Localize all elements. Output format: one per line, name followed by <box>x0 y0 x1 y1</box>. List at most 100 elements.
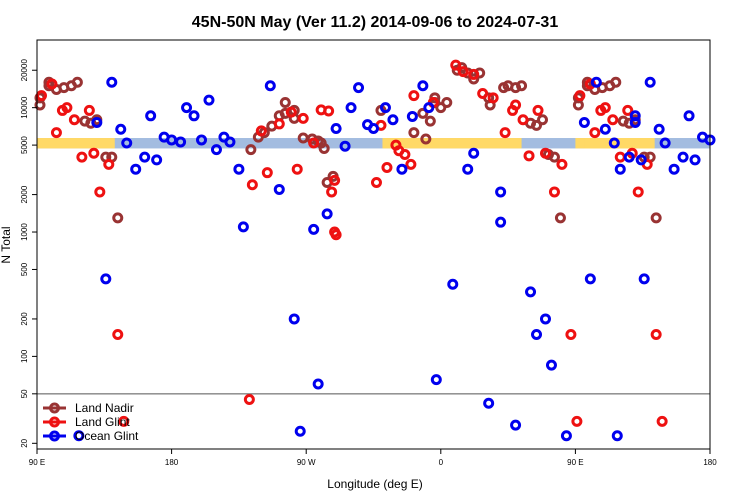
land-nadir-point <box>245 144 257 156</box>
y-tick-label: 200 <box>20 312 29 326</box>
y-tick-label: 20 <box>20 438 29 447</box>
ocean-glint-point <box>264 80 276 92</box>
ocean-glint-point <box>510 419 522 431</box>
land-nadir-point <box>516 80 528 92</box>
land-nadir-point <box>318 142 330 154</box>
y-tick-label: 100 <box>20 349 29 363</box>
y-axis: 20 50 100 200 500 1000 2000 5000 10000 20000 <box>20 59 37 448</box>
ocean-glint-point <box>430 374 442 386</box>
ocean-glint-point <box>139 151 151 163</box>
ocean-glint-point <box>653 123 665 135</box>
ocean-glint-point <box>224 136 236 148</box>
ocean-glint-point <box>330 122 342 134</box>
legend-label-ocean-glint: Ocean Glint <box>75 429 139 443</box>
ocean-glint-point <box>683 110 695 122</box>
land-glint-point <box>103 158 115 170</box>
land-nadir-point <box>610 76 622 88</box>
x-tick-label: 90 E <box>567 458 583 467</box>
land-glint-point <box>517 114 529 126</box>
land-glint-point <box>68 114 80 126</box>
land-glint-point <box>323 105 335 117</box>
ocean-glint-point <box>396 163 408 175</box>
ocean-glint-point <box>379 102 391 114</box>
ocean-glint-point <box>345 102 357 114</box>
y-tick-label: 5000 <box>20 136 29 154</box>
ocean-glint-point <box>181 102 193 114</box>
land-nadir-point <box>417 107 429 119</box>
land-glint-point <box>532 104 544 116</box>
land-glint-point <box>370 177 382 189</box>
land-nadir-point <box>474 67 486 79</box>
ocean-glint-point <box>638 273 650 285</box>
land-glint-point <box>261 167 273 179</box>
ocean-glint-point <box>590 76 602 88</box>
land-nadir-point <box>650 212 662 224</box>
land-nadir-point <box>536 114 548 126</box>
ocean-glint-point <box>273 183 285 195</box>
ocean-glint-point <box>462 163 474 175</box>
land-glint-point <box>468 68 480 80</box>
land-glint-point <box>255 125 267 137</box>
y-axis-label: N Total <box>0 226 13 263</box>
ocean-glint-point <box>584 273 596 285</box>
ocean-glint-point <box>623 151 635 163</box>
land-glint-point <box>273 118 285 130</box>
x-tick-label: 0 <box>439 458 444 467</box>
land-nadir-point <box>112 212 124 224</box>
land-glint-point <box>308 137 320 149</box>
land-glint-point <box>399 149 411 161</box>
y-tick-label: 50 <box>20 389 29 398</box>
land-glint-point <box>539 147 551 159</box>
land-glint-point <box>450 59 462 71</box>
land-glint-point <box>297 112 309 124</box>
land-glint-point <box>457 66 469 78</box>
ocean-glint-point <box>196 134 208 146</box>
ocean-glint-point <box>560 430 572 442</box>
ocean-glint-point <box>495 216 507 228</box>
land-glint-point <box>408 90 420 102</box>
land-glint-point <box>632 186 644 198</box>
land-glint-point <box>599 102 611 114</box>
land-glint-point <box>405 158 417 170</box>
land-glint-point <box>76 151 88 163</box>
land-glint-point <box>607 114 619 126</box>
ocean-glint-point <box>611 430 623 442</box>
ocean-glint-point <box>644 76 656 88</box>
land-nadir-point <box>279 97 291 109</box>
land-glint-point <box>88 147 100 159</box>
ocean-glint-point <box>629 110 641 122</box>
land-glint-point <box>50 127 62 139</box>
ocean-glint-point <box>312 378 324 390</box>
land-glint-point <box>94 186 106 198</box>
x-axis-label: Longitude (deg E) <box>327 477 422 491</box>
land-glint-point <box>589 127 601 139</box>
land-nadir-point <box>279 107 291 119</box>
legend-marker-land-glint <box>49 416 60 428</box>
ocean-glint-point <box>539 313 551 325</box>
band-land <box>37 138 115 149</box>
land-glint-point <box>381 162 393 174</box>
land-glint-point <box>118 415 130 427</box>
ocean-glint-point <box>417 80 429 92</box>
ocean-glint-point <box>321 208 333 220</box>
land-nadir-point <box>71 76 83 88</box>
legend-label-land-glint: Land Glint <box>75 415 130 429</box>
ocean-glint-point <box>387 114 399 126</box>
ocean-glint-point <box>339 140 351 152</box>
land-nadir-point <box>554 212 566 224</box>
ocean-glint-point <box>677 151 689 163</box>
land-nadir-point <box>420 133 432 145</box>
ocean-glint-point <box>73 430 85 442</box>
ocean-glint-point <box>353 82 365 94</box>
land-glint-point <box>614 151 626 163</box>
land-nadir-point <box>435 102 447 114</box>
land-nadir-point <box>408 127 420 139</box>
land-nadir-point <box>441 97 453 109</box>
y-tick-label: 1000 <box>20 223 29 241</box>
ocean-glint-point <box>308 223 320 235</box>
ocean-glint-point <box>106 76 118 88</box>
ocean-glint-point <box>145 110 157 122</box>
land-glint-point <box>571 415 583 427</box>
band-ocean <box>37 138 710 149</box>
